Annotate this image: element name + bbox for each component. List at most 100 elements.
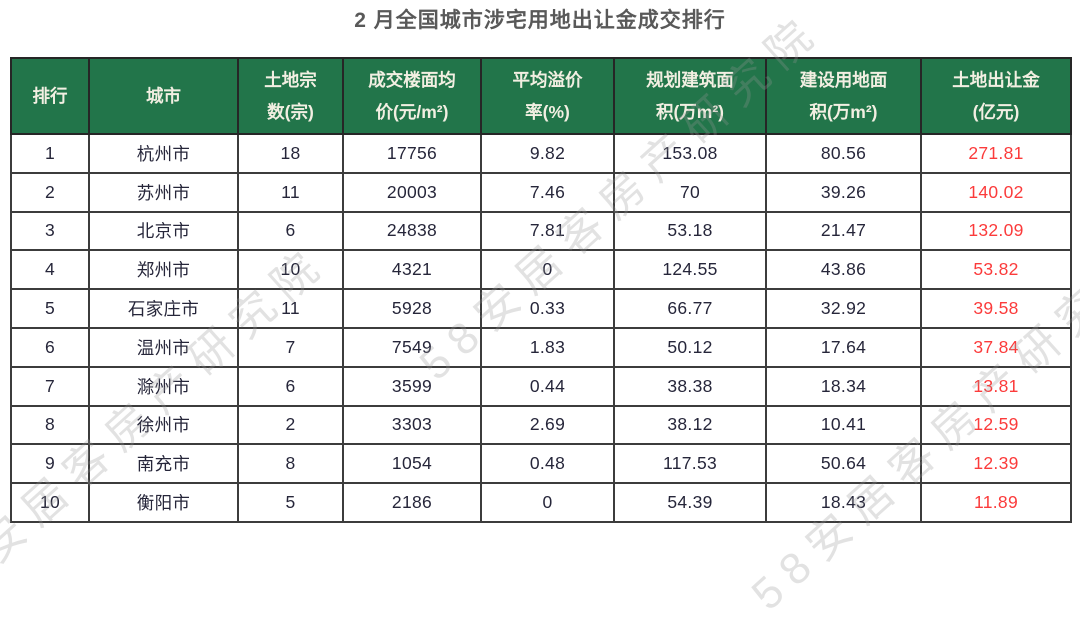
cell-avg-premium-rate: 0.33 [480,288,615,329]
cell-avg-floor-price: 17756 [342,133,482,174]
cell-parcels: 2 [237,404,344,446]
cell-avg-floor-price: 4321 [342,249,482,291]
cell-avg-premium-rate: 0.48 [480,443,615,485]
cell-rank: 4 [10,249,90,291]
cell-avg-floor-price: 20003 [342,171,482,213]
cell-construction-area: 50.64 [765,443,922,485]
col-header-construction-area: 建设用地面 积(万m²) [765,57,922,135]
cell-city: 石家庄市 [88,288,239,329]
cell-land-transfer-fee: 12.59 [920,404,1072,446]
col-header-avg-floor-price: 成交楼面均 价(元/m²) [342,57,482,135]
cell-parcels: 11 [237,171,344,213]
cell-avg-premium-rate: 0 [480,249,615,291]
col-header-city: 城市 [88,57,239,135]
col-header-land-transfer-fee: 土地出让金 (亿元) [920,57,1072,135]
table-row: 10 衡阳市 5 2186 0 54.39 18.43 11.89 [10,482,1072,523]
col-header-parcels: 土地宗 数(宗) [237,57,344,135]
cell-city: 南充市 [88,443,239,485]
table-row: 9 南充市 8 1054 0.48 117.53 50.64 12.39 [10,443,1072,485]
cell-planned-area: 66.77 [613,288,767,329]
header-row: 排行 城市 土地宗 数(宗) 成交楼面均 价(元/m²) 平均溢价 率(%) 规… [10,57,1072,135]
cell-avg-premium-rate: 0.44 [480,365,615,407]
cell-parcels: 18 [237,133,344,174]
cell-city: 郑州市 [88,249,239,291]
cell-construction-area: 21.47 [765,210,922,252]
cell-parcels: 5 [237,482,344,523]
cell-land-transfer-fee: 37.84 [920,326,1072,368]
cell-construction-area: 39.26 [765,171,922,213]
cell-planned-area: 117.53 [613,443,767,485]
cell-land-transfer-fee: 11.89 [920,482,1072,523]
col-header-rank: 排行 [10,57,90,135]
col-header-avg-premium-rate: 平均溢价 率(%) [480,57,615,135]
ranking-table: 排行 城市 土地宗 数(宗) 成交楼面均 价(元/m²) 平均溢价 率(%) 规… [10,57,1072,523]
cell-avg-floor-price: 3599 [342,365,482,407]
cell-planned-area: 70 [613,171,767,213]
cell-construction-area: 80.56 [765,133,922,174]
cell-parcels: 8 [237,443,344,485]
cell-construction-area: 43.86 [765,249,922,291]
cell-avg-premium-rate: 0 [480,482,615,523]
cell-rank: 5 [10,288,90,329]
cell-construction-area: 18.43 [765,482,922,523]
cell-land-transfer-fee: 39.58 [920,288,1072,329]
cell-rank: 9 [10,443,90,485]
cell-city: 北京市 [88,210,239,252]
table-row: 2 苏州市 11 20003 7.46 70 39.26 140.02 [10,171,1072,213]
table-row: 7 滁州市 6 3599 0.44 38.38 18.34 13.81 [10,365,1072,407]
cell-city: 温州市 [88,326,239,368]
cell-avg-floor-price: 5928 [342,288,482,329]
cell-planned-area: 124.55 [613,249,767,291]
cell-city: 苏州市 [88,171,239,213]
cell-planned-area: 38.12 [613,404,767,446]
page-title: 2 月全国城市涉宅用地出让金成交排行 [354,9,726,32]
cell-land-transfer-fee: 140.02 [920,171,1072,213]
col-header-planned-area: 规划建筑面 积(万m²) [613,57,767,135]
cell-parcels: 6 [237,365,344,407]
cell-planned-area: 54.39 [613,482,767,523]
cell-avg-floor-price: 7549 [342,326,482,368]
cell-rank: 6 [10,326,90,368]
cell-city: 滁州市 [88,365,239,407]
table-row: 4 郑州市 10 4321 0 124.55 43.86 53.82 [10,249,1072,291]
cell-parcels: 11 [237,288,344,329]
cell-land-transfer-fee: 53.82 [920,249,1072,291]
cell-avg-floor-price: 3303 [342,404,482,446]
cell-city: 杭州市 [88,133,239,174]
cell-planned-area: 38.38 [613,365,767,407]
cell-construction-area: 18.34 [765,365,922,407]
cell-avg-premium-rate: 1.83 [480,326,615,368]
table-row: 6 温州市 7 7549 1.83 50.12 17.64 37.84 [10,326,1072,368]
cell-planned-area: 153.08 [613,133,767,174]
cell-avg-floor-price: 24838 [342,210,482,252]
cell-construction-area: 17.64 [765,326,922,368]
table-row: 3 北京市 6 24838 7.81 53.18 21.47 132.09 [10,210,1072,252]
cell-city: 衡阳市 [88,482,239,523]
cell-planned-area: 50.12 [613,326,767,368]
cell-land-transfer-fee: 13.81 [920,365,1072,407]
cell-planned-area: 53.18 [613,210,767,252]
cell-avg-floor-price: 1054 [342,443,482,485]
cell-rank: 8 [10,404,90,446]
cell-city: 徐州市 [88,404,239,446]
cell-construction-area: 10.41 [765,404,922,446]
cell-land-transfer-fee: 271.81 [920,133,1072,174]
cell-rank: 1 [10,133,90,174]
cell-rank: 10 [10,482,90,523]
cell-rank: 7 [10,365,90,407]
cell-avg-premium-rate: 9.82 [480,133,615,174]
ranking-table-container: 排行 城市 土地宗 数(宗) 成交楼面均 价(元/m²) 平均溢价 率(%) 规… [10,57,1072,523]
cell-rank: 3 [10,210,90,252]
cell-parcels: 10 [237,249,344,291]
cell-parcels: 6 [237,210,344,252]
cell-land-transfer-fee: 12.39 [920,443,1072,485]
screenshot-root: { "title": "2 月全国城市涉宅用地出让金成交排行", "waterm… [0,4,1080,622]
table-row: 5 石家庄市 11 5928 0.33 66.77 32.92 39.58 [10,288,1072,329]
cell-avg-premium-rate: 7.81 [480,210,615,252]
cell-parcels: 7 [237,326,344,368]
cell-land-transfer-fee: 132.09 [920,210,1072,252]
table-row: 8 徐州市 2 3303 2.69 38.12 10.41 12.59 [10,404,1072,446]
cell-avg-premium-rate: 7.46 [480,171,615,213]
cell-construction-area: 32.92 [765,288,922,329]
table-row: 1 杭州市 18 17756 9.82 153.08 80.56 271.81 [10,133,1072,174]
